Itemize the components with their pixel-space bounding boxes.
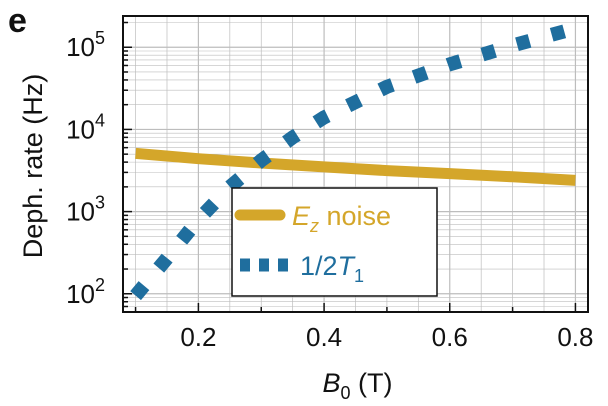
legend-box [231, 187, 438, 297]
legend: Ez noise 1/2T1 [231, 187, 438, 297]
x-axis-label-symbol: B [322, 368, 340, 398]
legend-label-t1: 1/2T1 [300, 251, 364, 286]
x-axis-label-subscript: 0 [341, 383, 351, 403]
y-tick-label-base: 10 [66, 32, 95, 62]
legend-ez-rest: noise [319, 201, 391, 231]
panel-letter: e [8, 2, 27, 40]
y-tick-label-base: 10 [66, 197, 95, 227]
y-tick-label: 103 [66, 193, 105, 227]
legend-t1-prefix: 1/2 [300, 251, 338, 281]
tick-marks [123, 21, 577, 313]
y-tick-label-base: 10 [66, 279, 95, 309]
series-line-ez-noise [135, 147, 576, 186]
plot-frame [122, 15, 589, 313]
y-tick-label: 102 [66, 275, 105, 309]
x-tick-label: 0.8 [557, 322, 593, 352]
x-tick-label: 0.2 [180, 322, 216, 352]
series-layer [130, 21, 578, 301]
legend-label-ez-noise: Ez noise [292, 201, 391, 236]
y-tick-label-exponent: 5 [95, 28, 105, 48]
legend-t1-subscript: 1 [354, 266, 364, 286]
series-line-t1 [130, 21, 578, 301]
grid-lines [123, 16, 588, 313]
legend-t1-symbol: T [338, 251, 357, 281]
y-tick-label-exponent: 2 [95, 275, 105, 295]
x-axis-label: B0 (T) [322, 368, 392, 403]
legend-ez-subscript: z [309, 216, 319, 236]
y-tick-label-exponent: 3 [95, 193, 105, 213]
y-tick-label: 105 [66, 28, 105, 62]
y-axis-label: Deph. rate (Hz) [18, 74, 48, 259]
x-axis-label-unit: (T) [351, 368, 393, 398]
y-tick-label-base: 10 [66, 114, 95, 144]
y-tick-label-exponent: 4 [95, 110, 105, 130]
y-tick-label: 104 [66, 110, 105, 144]
x-tick-label: 0.4 [306, 322, 342, 352]
legend-ez-symbol: E [292, 201, 311, 231]
x-tick-label: 0.6 [432, 322, 468, 352]
